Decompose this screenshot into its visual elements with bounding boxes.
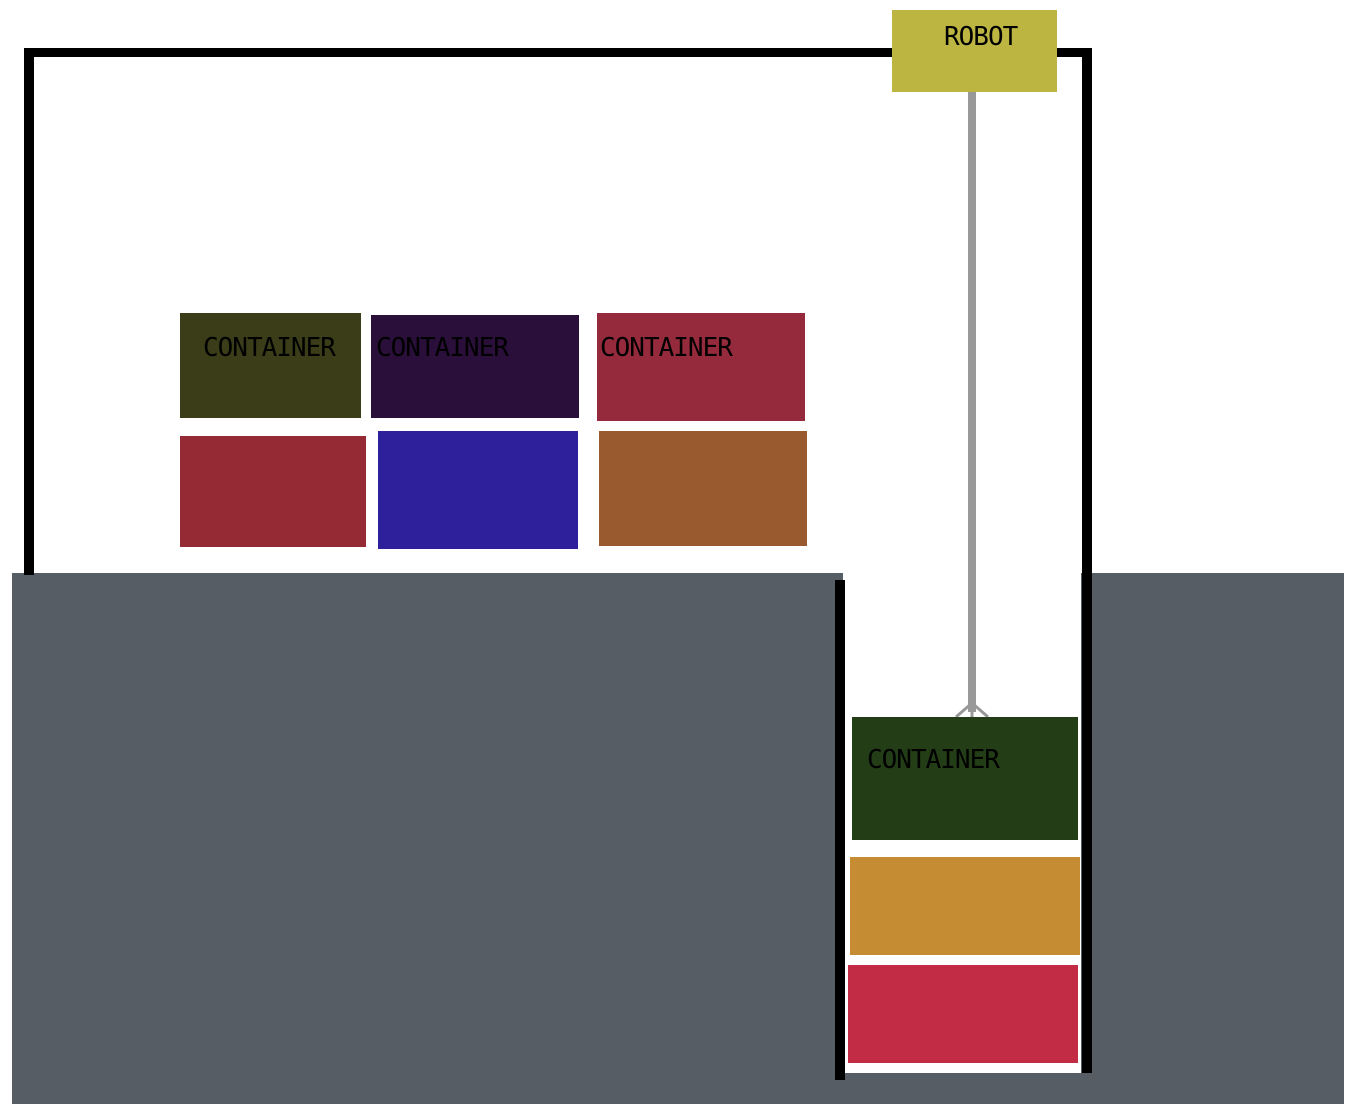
claw-icon <box>955 701 989 719</box>
track-right <box>1082 48 1092 1073</box>
track-left <box>24 48 34 575</box>
pit-left-wall <box>835 580 845 1080</box>
container[interactable] <box>848 965 1078 1063</box>
container-label: CONTAINER <box>600 333 733 363</box>
container[interactable] <box>599 431 807 546</box>
container-label: CONTAINER <box>203 333 336 363</box>
container[interactable] <box>378 431 578 549</box>
robot-label: ROBOT <box>944 22 1018 52</box>
container[interactable]: CONTAINER <box>597 313 805 421</box>
container[interactable]: CONTAINER <box>180 313 361 418</box>
ground <box>12 573 1344 1104</box>
track-top <box>24 48 1092 57</box>
container[interactable]: CONTAINER <box>371 315 579 418</box>
container[interactable] <box>180 436 366 547</box>
container-label: CONTAINER <box>376 333 509 363</box>
container-label: CONTAINER <box>867 745 1000 775</box>
container[interactable] <box>850 857 1080 955</box>
robot[interactable]: ROBOT <box>892 10 1057 92</box>
held-container[interactable]: CONTAINER <box>852 717 1078 840</box>
robot-cable <box>968 92 976 712</box>
